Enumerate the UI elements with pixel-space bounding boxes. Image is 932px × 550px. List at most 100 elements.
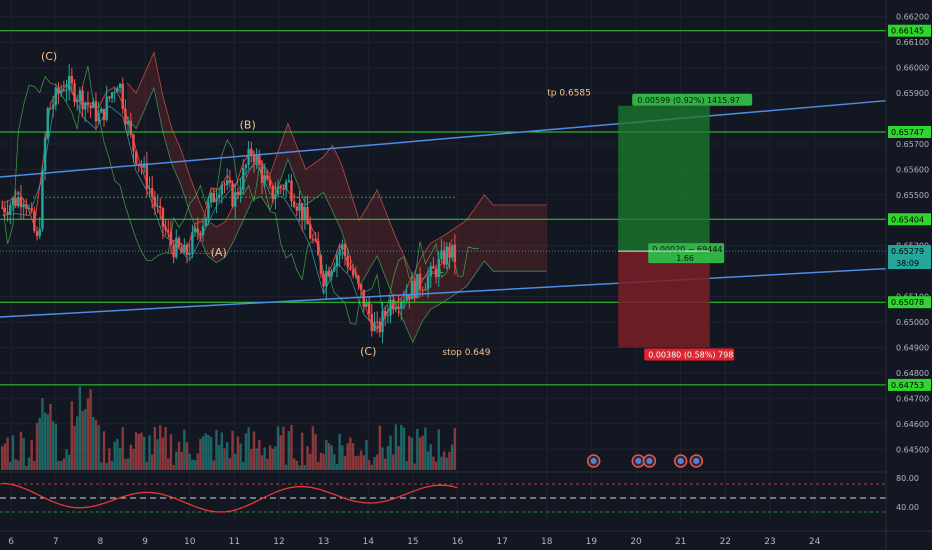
volume-bar [6,437,9,470]
volume-bar [73,425,76,470]
level-price-badge[interactable] [888,24,931,37]
volume-bar [327,443,331,470]
base-line [2,83,445,330]
trendline[interactable] [0,267,887,318]
volume-bar [386,446,390,470]
rsi-tick-label: 80.00 [896,474,919,483]
time-tick-label: 17 [496,537,507,547]
volume-bar [124,458,127,470]
volume-bar [110,461,114,470]
volume-bar [188,453,191,470]
price-tick-label: 0.64600 [896,420,929,429]
profit-label: 0.00599 (0.92%) 1415.97 [637,96,740,105]
volume-bar [429,444,432,470]
volume-bar [239,443,242,470]
level-price-badge[interactable] [888,125,931,138]
candle-body [118,83,122,89]
candle-body [445,246,448,265]
candle-body [247,148,250,165]
candle-body [126,120,130,125]
candle-body [177,237,181,248]
candle-body [132,134,135,152]
volume-bar [292,458,296,470]
annotation-text: stop 0.649 [442,348,490,358]
time-tick-label: 24 [809,537,821,547]
event-flag-icon-inner [693,458,700,464]
volume-bar [440,456,443,470]
candle-body [405,294,408,301]
volume-bar [140,432,143,470]
volume-bar [38,417,41,470]
candle-body [408,294,411,300]
event-icons[interactable] [586,454,704,468]
volume-bar [169,434,173,470]
current-price-badge[interactable] [888,245,931,270]
volume-bars [1,386,457,470]
volume-bar [156,439,159,470]
volume-bar [437,429,440,470]
candle-body [258,154,261,165]
long-position-tool[interactable]: 0.00599 (0.92%) 1415.97 0.00380 (0.58%) … [618,93,753,361]
position-loss-zone[interactable] [618,251,710,348]
volume-bar [180,451,183,470]
candle-body [357,275,360,285]
level-price-badge[interactable] [888,378,931,391]
candle-body [25,204,28,209]
volume-bar [19,431,23,470]
price-tick-label: 0.65500 [896,191,929,200]
candle-body [19,197,23,208]
volume-bar [175,451,178,470]
candle-body [250,148,253,156]
candle-body [161,208,165,227]
candle-body [367,302,371,314]
price-tick-label: 0.66000 [896,64,929,73]
volume-bar [225,442,229,470]
volume-bar [215,430,218,470]
volume-bar [132,448,135,470]
candle-body [434,268,438,278]
event-flag-icon-inner [646,458,653,464]
volume-bar [242,461,245,470]
candle-body [159,205,162,209]
time-tick-label: 8 [98,537,104,547]
trendline[interactable] [0,99,887,178]
volume-bar [413,463,416,470]
candle-body [402,300,406,302]
volume-bar [373,457,376,470]
kumo-cloud [127,52,547,343]
volume-bar [306,446,309,470]
candle-body [199,232,202,236]
time-axis[interactable]: 6 7 8 9 10 11 12 13 14 15 16 17 18 19 20 21 22 23 24 [0,530,932,547]
horizontal-levels[interactable] [0,30,886,386]
level-price-badge[interactable] [888,296,931,309]
candle-body [78,90,82,101]
candle-body [204,218,207,226]
candle-body [351,269,355,276]
candle-body [67,75,71,90]
candle-body [188,253,191,255]
volume-bar [25,465,28,470]
level-price-badge[interactable] [888,213,931,226]
volume-bar [375,454,379,470]
wave-label: (A) [211,246,227,259]
candle-body [116,88,119,93]
candle-body [22,204,25,208]
candle-body [49,108,52,110]
volume-bar [76,416,79,470]
volume-bar [370,464,374,470]
position-profit-zone[interactable] [618,105,710,252]
volume-bar [426,451,430,470]
candle-body [242,167,245,190]
volume-bar [59,461,63,470]
candle-body [151,188,154,198]
volume-bar [89,389,92,470]
candle-body [359,284,363,290]
trendlines[interactable] [0,99,887,318]
candle-body [338,249,341,256]
volume-bar [100,462,103,470]
price-axis[interactable]: 0.66200 0.66100 0.66000 0.65900 0.65700 0.656… [885,0,932,550]
volume-bar [49,403,52,470]
candle-body [33,210,36,232]
volume-bar [164,426,167,470]
